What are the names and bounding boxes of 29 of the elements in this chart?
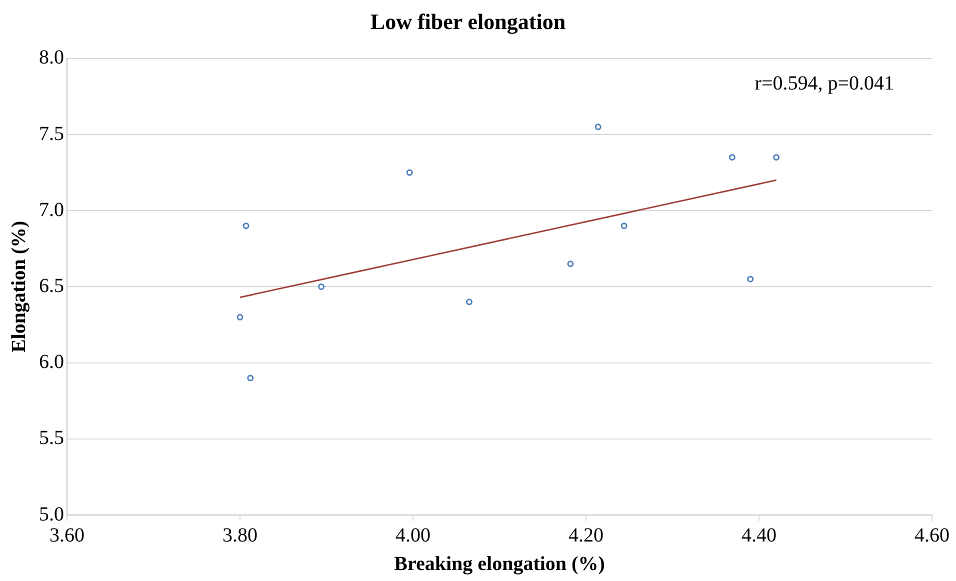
point	[318, 283, 325, 290]
y-tick-label: 6.5	[39, 274, 64, 297]
point	[236, 314, 244, 320]
x-tick-label: 3.60	[50, 524, 84, 546]
y-axis-title: Elongation (%)	[8, 220, 30, 353]
y-tick-label: 6.0	[39, 351, 64, 374]
y-tick-label: 7.0	[39, 198, 64, 221]
x-tick-label: 4.20	[568, 524, 604, 546]
x-tick-label: 4.00	[396, 524, 430, 546]
point	[242, 222, 250, 230]
point	[728, 154, 736, 161]
y-tick-label: 5.5	[39, 427, 64, 450]
point	[406, 169, 413, 176]
y-tick-label: 7.5	[39, 122, 64, 145]
x-tick-label: 4.60	[914, 524, 950, 546]
point	[747, 276, 754, 282]
y-tick-label: 8.0	[39, 46, 64, 69]
x-tick-label: 4.40	[742, 524, 776, 546]
x-tick-label: 3.80	[222, 524, 258, 546]
point	[620, 222, 628, 230]
point	[247, 374, 254, 382]
x-axis-title: Breaking elongation (%)	[394, 553, 605, 576]
annotation: r=0.594, p=0.041	[754, 72, 894, 95]
chart-title: Low fiber elongation	[370, 8, 566, 34]
point	[594, 124, 602, 130]
point	[466, 298, 472, 306]
y-tick-label: 5.0	[39, 503, 64, 526]
point	[773, 154, 780, 161]
point	[567, 260, 574, 268]
